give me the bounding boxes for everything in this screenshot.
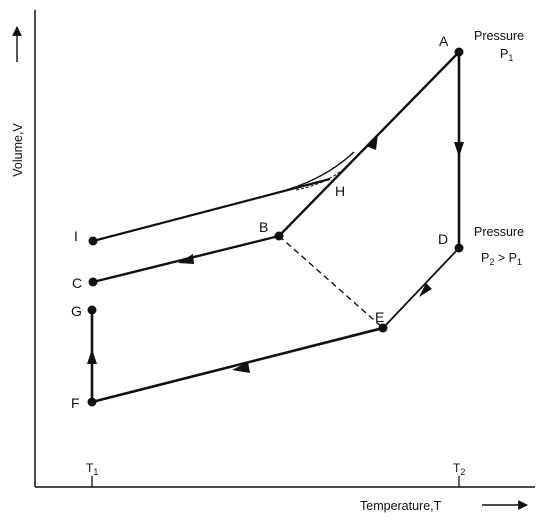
label-f: F bbox=[71, 395, 80, 411]
path-e-f bbox=[91, 326, 384, 404]
path-i-h bbox=[92, 177, 331, 243]
path-d-e bbox=[382, 247, 460, 329]
arrow-b-c bbox=[178, 254, 194, 264]
arrow-a-b bbox=[366, 134, 378, 150]
label-g: G bbox=[71, 303, 82, 319]
arrow-e-f bbox=[232, 362, 250, 373]
label-c: C bbox=[72, 275, 82, 291]
arrow-a-d bbox=[454, 142, 464, 157]
label-d: D bbox=[438, 231, 448, 247]
label-h: H bbox=[335, 183, 345, 199]
t2-label: T2 bbox=[453, 461, 465, 477]
point-b bbox=[274, 231, 284, 241]
point-i bbox=[88, 236, 98, 246]
point-g bbox=[87, 305, 97, 315]
point-a bbox=[454, 47, 464, 57]
point-c bbox=[88, 277, 98, 287]
arrow-f-g bbox=[87, 349, 97, 364]
label-e: E bbox=[375, 309, 384, 325]
point-e bbox=[378, 323, 388, 333]
pressure-p1-word: Pressure bbox=[474, 29, 524, 43]
point-f bbox=[87, 397, 97, 407]
label-a: A bbox=[439, 33, 449, 49]
arrow-d-e bbox=[419, 283, 432, 297]
pressure-p2-word: Pressure bbox=[474, 225, 524, 239]
point-d bbox=[454, 243, 464, 253]
pressure-p1-symbol: P1 bbox=[500, 47, 513, 63]
t1-label: T1 bbox=[86, 461, 98, 477]
label-i: I bbox=[74, 228, 78, 244]
label-b: B bbox=[259, 219, 268, 235]
curve-near-h-2 bbox=[295, 167, 346, 191]
pressure-p2-expression: P2 > P1 bbox=[481, 251, 522, 267]
path-b-e-dashed bbox=[278, 235, 384, 329]
y-axis-label: Volume,V bbox=[11, 123, 25, 177]
x-axis-label: Temperature,T bbox=[360, 499, 442, 513]
